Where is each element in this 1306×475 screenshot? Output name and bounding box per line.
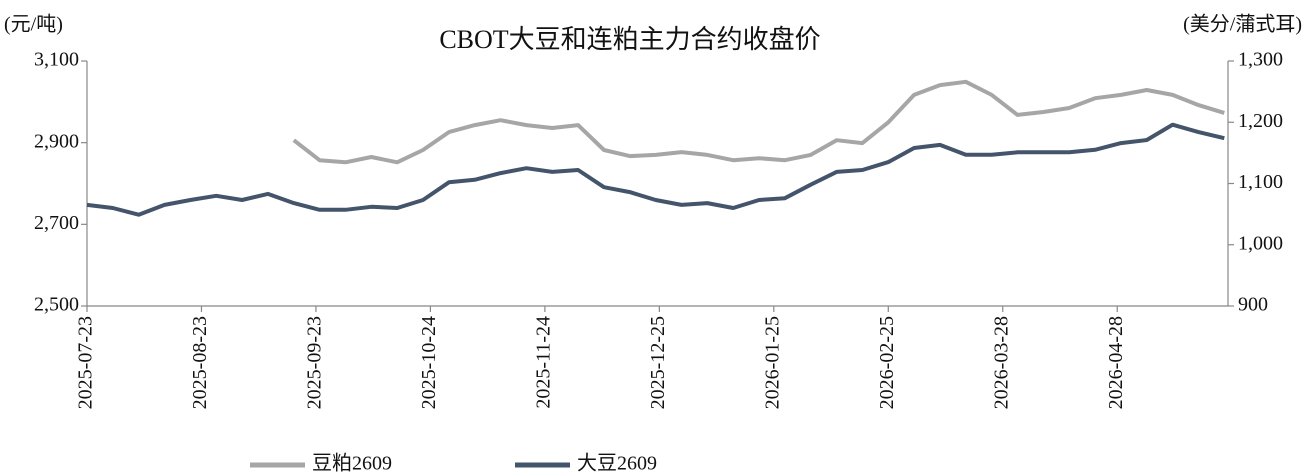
x-tick-label: 2026-03-28: [990, 316, 1012, 409]
y2-tick-label: 1,300: [1238, 49, 1283, 71]
legend-label: 大豆2609: [577, 452, 657, 475]
y-tick-label: 3,100: [34, 49, 79, 71]
x-tick-label: 2026-02-25: [876, 316, 898, 409]
x-tick-label: 2025-12-25: [647, 316, 669, 409]
y-tick-label: 2,700: [34, 212, 79, 234]
y2-tick-label: 900: [1238, 294, 1268, 316]
y2-tick-label: 1,200: [1238, 110, 1283, 132]
y-tick-label: 2,500: [34, 294, 79, 316]
y2-axis-label: (美分/蒲式耳): [1183, 13, 1302, 36]
y2-tick-label: 1,100: [1238, 171, 1283, 193]
x-tick-label: 2025-10-24: [418, 316, 440, 409]
y2-tick-label: 1,000: [1238, 232, 1283, 254]
x-tick-label: 2025-07-23: [75, 316, 97, 409]
y-tick-label: 2,900: [34, 130, 79, 152]
series-line: [292, 79, 1225, 165]
x-tick-label: 2025-09-23: [304, 316, 326, 409]
x-tick-label: 2025-11-24: [532, 316, 554, 409]
chart-title: CBOT大豆和连粕主力合约收盘价: [439, 25, 820, 54]
y-axis-label: (元/吨): [4, 13, 63, 36]
legend-label: 豆粕2609: [312, 452, 392, 475]
x-tick-label: 2025-08-23: [189, 316, 211, 409]
x-tick-label: 2026-01-25: [761, 316, 783, 409]
x-tick-label: 2026-04-28: [1105, 316, 1127, 409]
series-line: [86, 122, 1225, 217]
